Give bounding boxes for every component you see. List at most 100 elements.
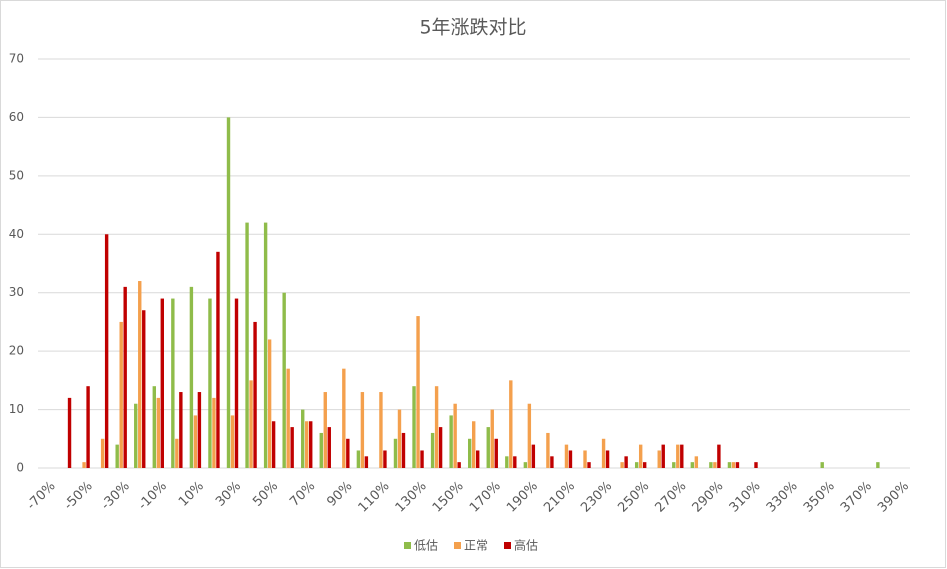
- bar: [634, 462, 639, 468]
- bar: [119, 321, 123, 468]
- bar: [152, 386, 156, 468]
- bar: [680, 444, 684, 468]
- bar: [434, 386, 439, 468]
- bar: [583, 450, 587, 468]
- bar: [379, 392, 383, 468]
- bar: [420, 450, 424, 468]
- bar: [100, 438, 105, 468]
- bar: [468, 438, 472, 468]
- bar: [564, 444, 569, 468]
- bar: [282, 292, 286, 468]
- bar: [486, 427, 490, 468]
- bar: [356, 450, 361, 468]
- bar: [876, 462, 880, 468]
- bar: [690, 462, 695, 468]
- bar: [717, 444, 721, 468]
- bar: [160, 298, 164, 468]
- bar: [661, 444, 665, 468]
- bar: [346, 438, 350, 468]
- legend-swatch: [454, 542, 461, 549]
- bar: [393, 438, 398, 468]
- bar: [472, 421, 476, 468]
- bar: [212, 397, 216, 468]
- bar: [449, 415, 453, 468]
- bar: [735, 462, 740, 468]
- y-tick-label: 50: [9, 168, 24, 182]
- bar: [104, 234, 109, 468]
- bar: [638, 444, 643, 468]
- bar: [171, 298, 175, 468]
- bar: [319, 432, 323, 468]
- bar: [134, 403, 138, 468]
- bar: [245, 222, 249, 468]
- legend-swatch: [504, 542, 511, 549]
- bar: [531, 444, 536, 468]
- legend-label: 高估: [514, 538, 538, 553]
- bar: [327, 427, 331, 468]
- bar: [189, 286, 194, 468]
- y-tick-label: 40: [9, 227, 24, 241]
- bar: [193, 415, 198, 468]
- bar: [342, 368, 346, 468]
- bar: [601, 438, 606, 468]
- bar: [605, 450, 610, 468]
- bar: [360, 392, 365, 468]
- bar: [676, 444, 680, 468]
- bar: [476, 450, 480, 468]
- bar: [86, 386, 90, 468]
- bar: [364, 456, 369, 468]
- bar: [115, 444, 119, 468]
- bar: [208, 298, 212, 468]
- y-tick-label: 20: [9, 344, 24, 358]
- bar: [505, 456, 509, 468]
- bar: [713, 462, 717, 468]
- bar: [142, 310, 146, 468]
- bar: [383, 450, 387, 468]
- bar: [513, 456, 517, 468]
- bar: [323, 392, 327, 468]
- bar: [624, 456, 628, 468]
- y-tick-label: 70: [9, 52, 24, 66]
- bar: [156, 397, 160, 468]
- bar: [490, 409, 494, 468]
- legend-swatch: [404, 542, 411, 549]
- bar: [309, 421, 313, 468]
- bar: [550, 456, 554, 468]
- bar: [267, 339, 272, 468]
- bar: [657, 450, 661, 468]
- bar: [253, 321, 257, 468]
- bar: [587, 462, 591, 468]
- bar: [175, 438, 179, 468]
- bar: [523, 462, 528, 468]
- bar: [286, 368, 290, 468]
- bar: [290, 427, 294, 468]
- bar: [67, 397, 72, 468]
- bar: [179, 392, 183, 468]
- y-tick-label: 60: [9, 110, 24, 124]
- bar: [527, 403, 532, 468]
- bar: [397, 409, 402, 468]
- bar: [457, 462, 461, 468]
- bar: [642, 462, 647, 468]
- y-tick-label: 10: [9, 402, 24, 416]
- bar: [216, 251, 220, 468]
- bar: [727, 462, 732, 468]
- bar: [731, 462, 736, 468]
- bar: [301, 409, 305, 468]
- bar: [430, 432, 435, 468]
- bar: [412, 386, 416, 468]
- bar: [138, 281, 142, 468]
- bar: [453, 403, 457, 468]
- bar: [709, 462, 713, 468]
- bar: [82, 462, 86, 468]
- bar: [263, 222, 268, 468]
- bar: [754, 462, 758, 468]
- bar: [694, 456, 699, 468]
- bar: [401, 432, 406, 468]
- bar: [568, 450, 573, 468]
- chart-title: 5年涨跌对比: [419, 17, 526, 39]
- bar: [620, 462, 624, 468]
